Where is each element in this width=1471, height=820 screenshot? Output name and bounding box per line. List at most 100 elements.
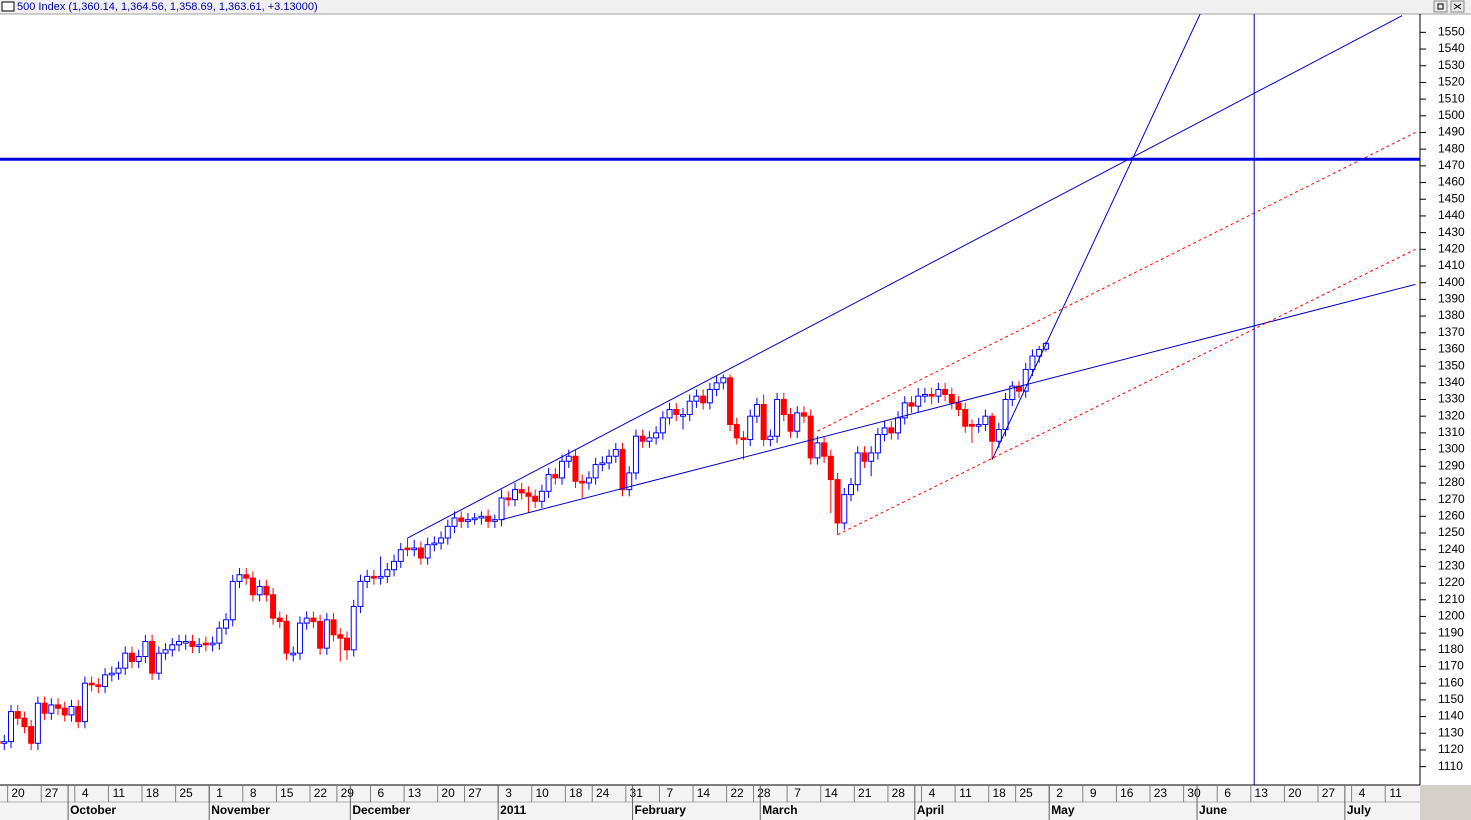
y-tick-label: 1480 bbox=[1438, 141, 1465, 155]
candle-body bbox=[176, 640, 182, 646]
x-tick-label: 9 bbox=[1090, 786, 1097, 800]
x-tick-label: 1 bbox=[216, 786, 223, 800]
x-tick-label: 27 bbox=[468, 786, 482, 800]
candle-body bbox=[61, 707, 68, 716]
y-tick-label: 1220 bbox=[1438, 575, 1465, 589]
x-tick-label: 29 bbox=[341, 786, 355, 800]
candle-body bbox=[632, 435, 639, 474]
y-tick-label: 1180 bbox=[1438, 642, 1464, 656]
candle-body bbox=[827, 455, 834, 481]
candle-body bbox=[498, 497, 505, 521]
y-tick-label: 1260 bbox=[1438, 508, 1465, 522]
candle-body bbox=[155, 652, 162, 674]
candle-body bbox=[982, 415, 989, 426]
x-tick-label: 25 bbox=[179, 786, 193, 800]
candle-body bbox=[142, 640, 149, 658]
month-label: May bbox=[1051, 803, 1075, 817]
y-tick-label: 1500 bbox=[1438, 108, 1465, 122]
candle-body bbox=[935, 388, 942, 397]
month-label: March bbox=[762, 803, 797, 817]
x-tick-label: 31 bbox=[630, 786, 644, 800]
candle-body bbox=[518, 489, 525, 494]
x-tick-label: 3 bbox=[505, 786, 512, 800]
y-tick-label: 1400 bbox=[1438, 275, 1465, 289]
y-tick-label: 1280 bbox=[1438, 475, 1465, 489]
candle-body bbox=[612, 449, 619, 457]
candle-body bbox=[733, 424, 740, 439]
x-tick-label: 18 bbox=[569, 786, 583, 800]
y-tick-label: 1440 bbox=[1438, 208, 1465, 222]
close-icon bbox=[1453, 3, 1462, 10]
candle-body bbox=[135, 656, 142, 663]
x-tick-label: 28 bbox=[892, 786, 906, 800]
month-label: February bbox=[635, 803, 687, 817]
y-tick-label: 1430 bbox=[1438, 225, 1465, 239]
candle-body bbox=[276, 617, 283, 622]
candle-body bbox=[478, 515, 485, 519]
candle-body bbox=[962, 409, 969, 427]
x-tick-label: 22 bbox=[730, 786, 744, 800]
candle-body bbox=[538, 490, 545, 502]
x-tick-label: 20 bbox=[1288, 786, 1302, 800]
candle-body bbox=[102, 674, 109, 688]
candle-body bbox=[921, 393, 928, 397]
y-tick-label: 1380 bbox=[1438, 308, 1465, 322]
candle-body bbox=[196, 644, 203, 647]
candle-body bbox=[948, 393, 955, 404]
month-label: June bbox=[1199, 803, 1227, 817]
candle-body bbox=[115, 667, 122, 674]
candle-body bbox=[673, 409, 680, 416]
month-label: 2011 bbox=[500, 803, 526, 817]
candle-body bbox=[357, 580, 364, 607]
x-tick-label: 8 bbox=[250, 786, 257, 800]
y-tick-label: 1250 bbox=[1438, 525, 1465, 539]
y-tick-label: 1460 bbox=[1438, 175, 1465, 189]
candle-body bbox=[364, 575, 371, 582]
candle-body bbox=[182, 640, 189, 644]
x-tick-label: 10 bbox=[535, 786, 549, 800]
candle-body bbox=[794, 412, 801, 432]
candle-body bbox=[908, 402, 915, 407]
candle-body bbox=[8, 711, 14, 743]
candle-body bbox=[149, 640, 156, 674]
restore-button[interactable] bbox=[1433, 0, 1448, 13]
candle-body bbox=[417, 547, 424, 559]
month-label: November bbox=[211, 803, 270, 817]
y-tick-label: 1230 bbox=[1438, 559, 1465, 573]
candle-body bbox=[968, 424, 975, 427]
candle-body bbox=[888, 427, 895, 434]
candle-body bbox=[680, 414, 686, 417]
y-tick-label: 1530 bbox=[1438, 58, 1465, 72]
y-tick-label: 1540 bbox=[1438, 41, 1465, 55]
candle-body bbox=[229, 580, 236, 621]
y-tick-label: 1550 bbox=[1438, 25, 1465, 39]
y-tick-label: 1170 bbox=[1438, 659, 1464, 673]
x-tick-label: 21 bbox=[858, 786, 872, 800]
candle-body bbox=[512, 489, 518, 501]
candle-body bbox=[760, 404, 767, 441]
y-tick-label: 1320 bbox=[1438, 408, 1465, 422]
y-tick-label: 1360 bbox=[1438, 342, 1465, 356]
window-icon[interactable] bbox=[1, 1, 15, 12]
candle-body bbox=[989, 415, 996, 442]
candle-body bbox=[780, 399, 787, 416]
candle-body bbox=[868, 452, 875, 462]
y-tick-label: 1340 bbox=[1438, 375, 1465, 389]
candle-body bbox=[1, 741, 8, 744]
x-tick-label: 28 bbox=[757, 786, 771, 800]
x-tick-label: 18 bbox=[146, 786, 160, 800]
y-tick-label: 1190 bbox=[1438, 625, 1464, 639]
candle-body bbox=[202, 642, 209, 646]
x-tick-label: 6 bbox=[1224, 786, 1231, 800]
candle-body bbox=[350, 605, 357, 651]
candle-body bbox=[377, 575, 384, 579]
candle-body bbox=[646, 437, 653, 442]
y-tick-label: 1390 bbox=[1438, 292, 1465, 306]
x-tick-label: 13 bbox=[1255, 786, 1269, 800]
title-bar bbox=[0, 0, 1471, 14]
candle-body bbox=[370, 575, 377, 579]
candle-body bbox=[68, 706, 75, 716]
candle-body bbox=[48, 704, 55, 714]
candle-body bbox=[169, 644, 176, 651]
